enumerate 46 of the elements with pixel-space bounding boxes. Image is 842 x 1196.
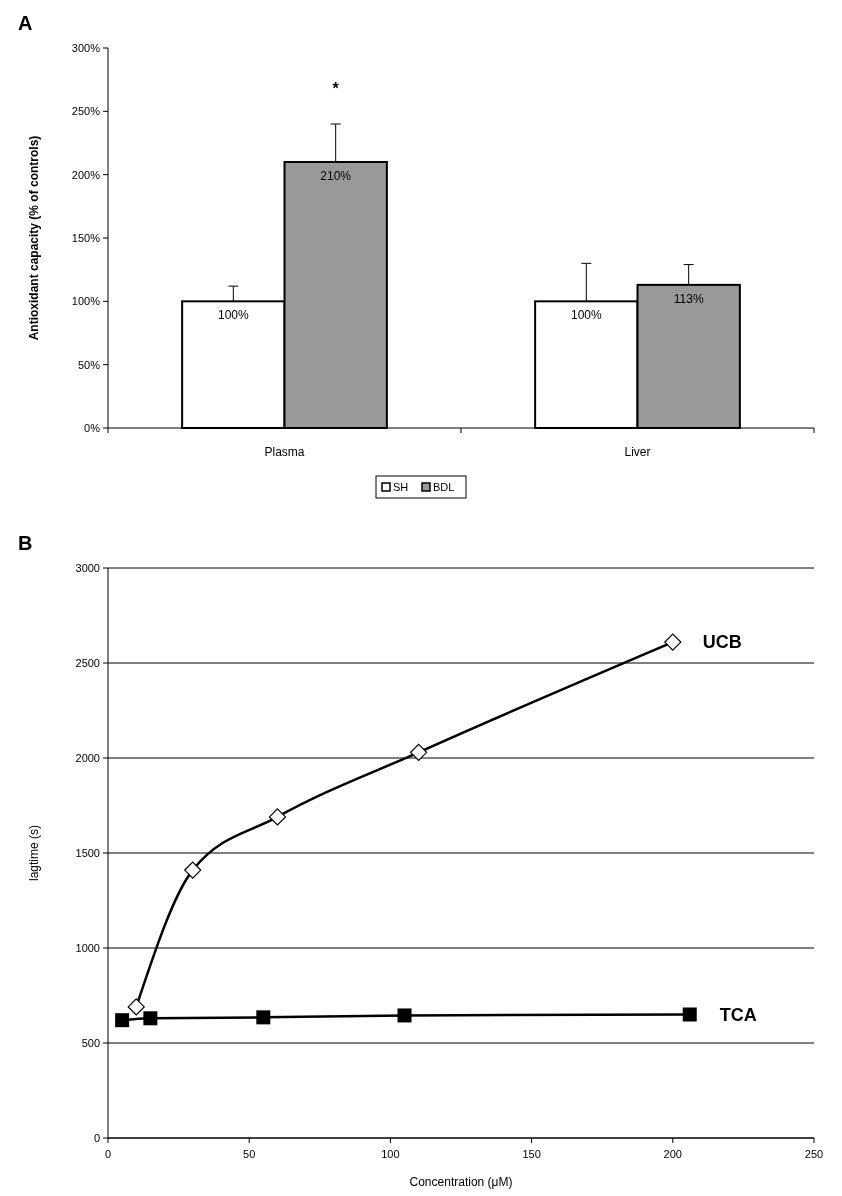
- chart-title: A: [18, 12, 33, 34]
- x-tick-label: Liver: [624, 445, 651, 459]
- legend-label: BDL: [433, 481, 455, 493]
- x-axis-title: Concentration (μM): [409, 1175, 513, 1189]
- y-tick-label: 500: [81, 1036, 100, 1049]
- y-tick-label: 150%: [71, 231, 101, 244]
- data-label: 100%: [217, 308, 249, 323]
- point: [115, 1013, 130, 1028]
- point: [664, 633, 682, 651]
- point: [184, 861, 202, 879]
- series-label: TCA: [719, 1004, 757, 1025]
- point: [410, 743, 428, 761]
- data-label: 210%: [320, 169, 352, 183]
- point: [268, 808, 287, 826]
- y-tick-label: 1500: [75, 846, 100, 859]
- y-tick-label: 200%: [71, 168, 101, 181]
- point: [143, 1011, 158, 1026]
- y-tick-label: 2000: [75, 751, 100, 764]
- y-tick-label: 50%: [77, 358, 101, 371]
- y-tick-label: 300%: [71, 41, 101, 54]
- x-tick-label: 250: [804, 1148, 824, 1160]
- y-tick-label: 0: [93, 1131, 100, 1144]
- y-axis-title: Antioxidant capacity (% of controls): [27, 135, 41, 341]
- series-label: UCB: [702, 632, 742, 653]
- x-tick-label: Plasma: [264, 445, 305, 459]
- x-tick-label: 100: [381, 1148, 400, 1160]
- chart-title: B: [18, 532, 33, 554]
- data-label: 100%: [570, 308, 602, 323]
- y-tick-label: 1000: [75, 941, 100, 954]
- x-tick-label: 50: [243, 1148, 256, 1160]
- y-tick-label: 0%: [84, 421, 101, 434]
- y-axis-title: lagtime (s): [27, 824, 41, 882]
- y-tick-label: 3000: [75, 561, 100, 574]
- y-tick-label: 2500: [75, 656, 100, 669]
- x-tick-label: 150: [522, 1148, 541, 1160]
- data-label: 113%: [673, 291, 704, 306]
- x-tick-label: 200: [663, 1148, 682, 1160]
- x-tick-label: 0: [104, 1148, 112, 1160]
- y-tick-label: 250%: [71, 105, 101, 118]
- point: [682, 1007, 697, 1022]
- legend-label: SH: [393, 481, 409, 493]
- point: [127, 998, 145, 1016]
- point: [256, 1010, 271, 1025]
- point: [397, 1008, 412, 1023]
- annotation: *: [332, 80, 340, 97]
- y-tick-label: 100%: [71, 295, 101, 308]
